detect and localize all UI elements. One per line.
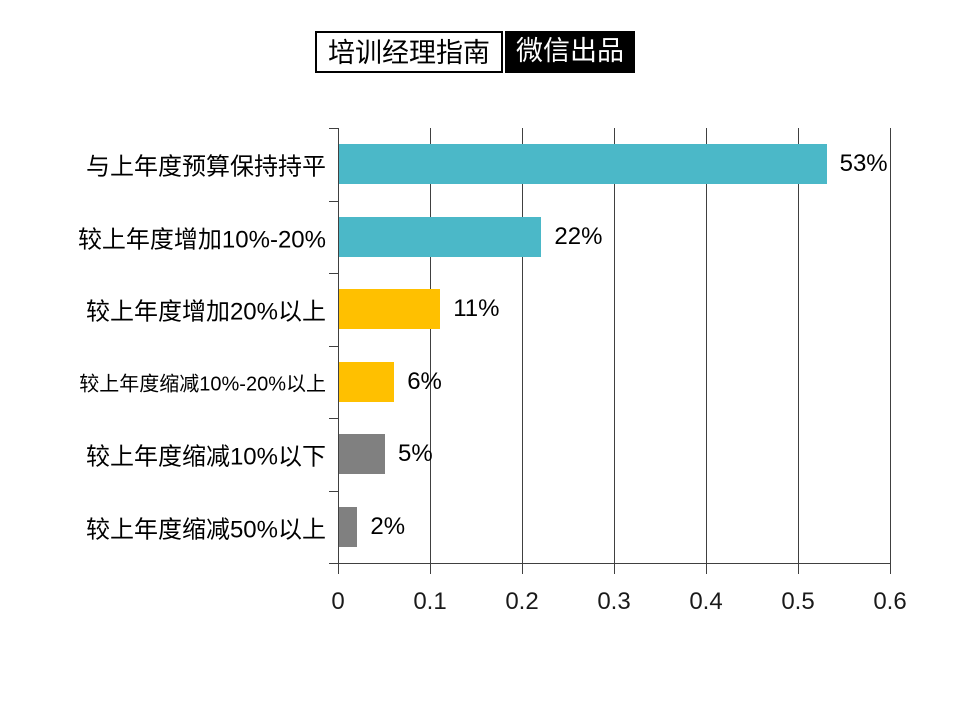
bar	[339, 289, 441, 330]
x-axis-tick	[706, 563, 707, 574]
gridline	[890, 128, 891, 563]
x-axis-tick-label: 0.3	[597, 588, 631, 615]
category-label: 较上年度缩减10%以下	[85, 443, 326, 471]
bar	[339, 506, 358, 547]
category-label: 较上年度缩减10%-20%以上	[79, 373, 326, 396]
y-axis-tick	[329, 490, 338, 492]
bar	[339, 216, 542, 257]
bar-value-label: 22%	[554, 222, 603, 250]
bar-value-label: 11%	[453, 295, 500, 323]
y-axis-tick	[329, 345, 338, 347]
x-axis-line	[338, 563, 890, 564]
x-axis-tick	[430, 563, 431, 574]
x-axis-tick	[890, 563, 891, 574]
bar	[339, 434, 385, 475]
x-axis-tick	[338, 563, 339, 574]
x-axis-tick-label: 0.4	[689, 588, 723, 615]
title-badge: 培训经理指南 微信出品	[315, 31, 635, 73]
x-axis-tick	[614, 563, 615, 574]
bar-value-label: 2%	[370, 512, 406, 540]
x-axis-tick-label: 0.1	[413, 588, 447, 615]
category-label: 较上年度缩减50%以上	[85, 516, 326, 544]
x-axis-tick-label: 0.6	[873, 588, 907, 615]
gridline	[706, 128, 707, 563]
bar-value-label: 53%	[839, 150, 888, 178]
y-axis-tick	[329, 128, 338, 129]
gridline	[522, 128, 523, 563]
y-axis-tick	[329, 418, 338, 419]
y-axis-line	[338, 128, 339, 563]
category-label: 较上年度增加10%-20%	[77, 226, 326, 254]
gridline	[614, 128, 615, 563]
bar	[339, 361, 395, 402]
y-axis-tick	[329, 563, 338, 564]
y-axis-tick	[329, 200, 338, 202]
x-axis-tick-label: 0	[331, 588, 345, 615]
gridline	[798, 128, 799, 563]
gridline	[430, 128, 431, 563]
x-axis-tick-label: 0.2	[505, 588, 539, 615]
bar-value-label: 6%	[407, 367, 442, 395]
x-axis-tick	[798, 563, 799, 574]
x-axis-tick-label: 0.5	[781, 588, 815, 615]
y-axis-tick	[329, 273, 338, 274]
badge-source-text: 微信出品	[505, 31, 635, 73]
category-label: 与上年度预算保持持平	[86, 153, 326, 181]
category-label: 较上年度增加20%以上	[85, 298, 326, 326]
x-axis-tick	[522, 563, 523, 574]
bar	[339, 144, 827, 185]
badge-title-text: 培训经理指南	[315, 31, 503, 73]
bar-value-label: 5%	[398, 440, 433, 468]
